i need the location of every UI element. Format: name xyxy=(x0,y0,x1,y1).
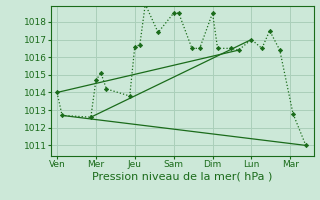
X-axis label: Pression niveau de la mer( hPa ): Pression niveau de la mer( hPa ) xyxy=(92,172,273,182)
